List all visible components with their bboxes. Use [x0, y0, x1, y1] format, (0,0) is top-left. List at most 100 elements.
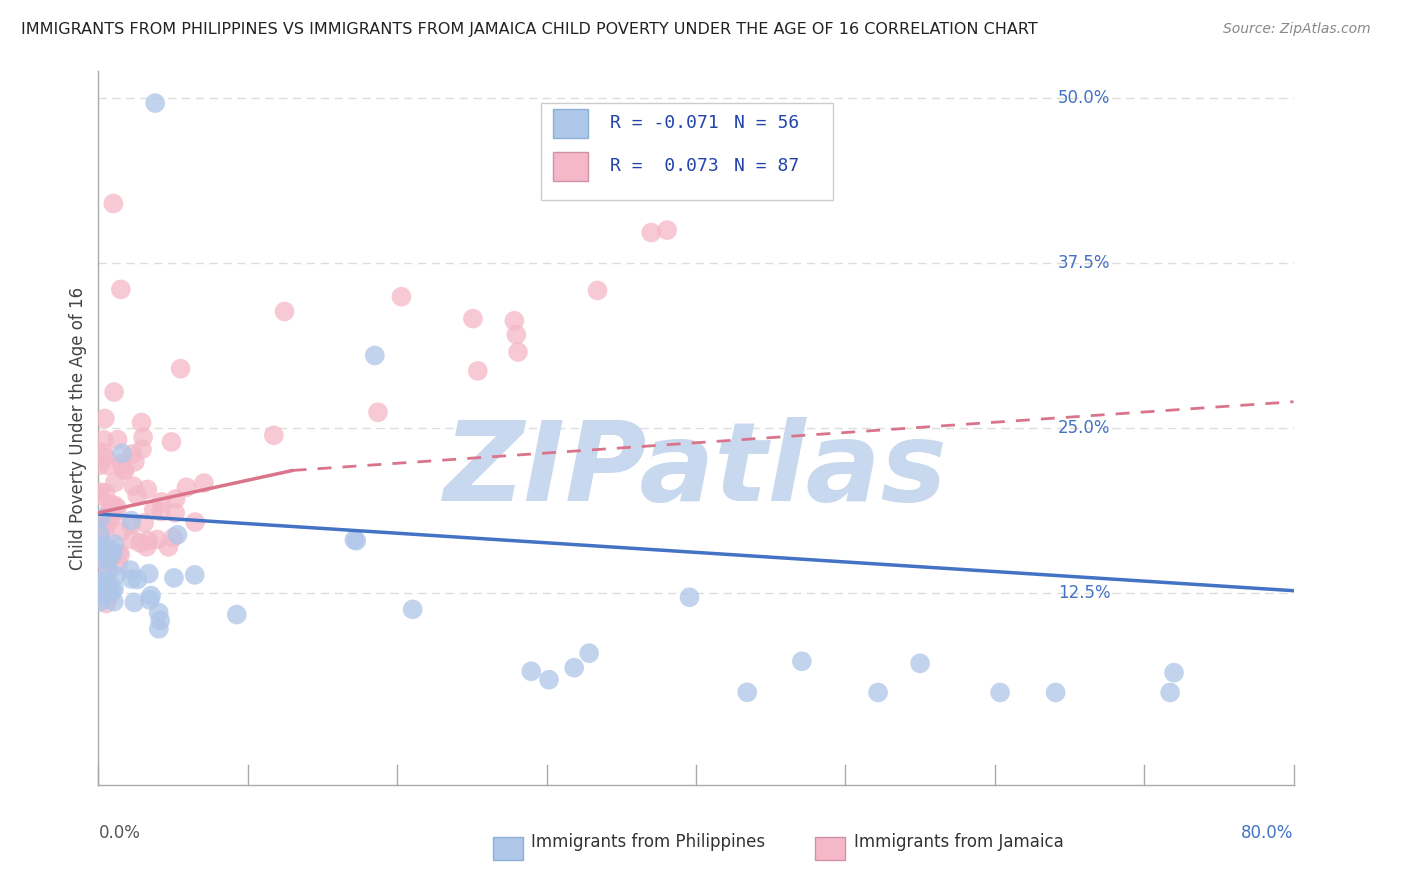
Point: [101, 508, 124, 523]
Point: [166, 528, 188, 542]
Point: [112, 462, 135, 476]
Point: [391, 290, 413, 304]
Text: Immigrants from Jamaica: Immigrants from Jamaica: [853, 833, 1063, 851]
Point: [139, 589, 162, 603]
Point: [89, 545, 111, 559]
Point: [96, 597, 118, 611]
Point: [467, 364, 489, 378]
Point: [94, 574, 117, 589]
Point: [110, 524, 132, 539]
Point: [562, 661, 585, 675]
Point: [225, 607, 247, 622]
Point: [124, 595, 146, 609]
Point: [120, 563, 142, 577]
Text: 0.0%: 0.0%: [98, 824, 141, 842]
Point: [101, 546, 124, 560]
Point: [908, 657, 931, 671]
Point: [146, 533, 169, 547]
Point: [94, 411, 117, 425]
Point: [586, 284, 609, 298]
Point: [537, 673, 560, 687]
Point: [162, 531, 184, 545]
Point: [97, 567, 120, 582]
FancyBboxPatch shape: [553, 152, 589, 180]
Point: [91, 551, 114, 566]
Point: [135, 540, 157, 554]
Point: [503, 314, 526, 328]
Point: [103, 498, 125, 512]
Text: R =  0.073: R = 0.073: [610, 157, 718, 175]
Text: 37.5%: 37.5%: [1059, 254, 1111, 272]
Point: [176, 480, 198, 494]
Point: [97, 543, 120, 558]
Point: [103, 537, 125, 551]
Point: [110, 282, 132, 296]
Point: [134, 516, 156, 530]
Point: [148, 622, 170, 636]
Point: [184, 515, 207, 529]
Text: Immigrants from Philippines: Immigrants from Philippines: [531, 833, 765, 851]
Point: [129, 536, 152, 550]
Point: [98, 564, 121, 578]
Point: [678, 591, 700, 605]
Point: [124, 455, 146, 469]
Point: [193, 476, 215, 491]
Point: [101, 584, 124, 599]
Text: 50.0%: 50.0%: [1059, 89, 1111, 107]
Point: [150, 495, 173, 509]
Point: [142, 503, 165, 517]
Point: [367, 405, 389, 419]
Point: [103, 196, 125, 211]
Point: [104, 475, 127, 490]
Point: [97, 540, 120, 554]
Point: [97, 458, 120, 473]
Text: 80.0%: 80.0%: [1241, 824, 1294, 842]
Point: [98, 543, 121, 558]
Point: [100, 498, 122, 512]
Point: [93, 553, 115, 567]
FancyBboxPatch shape: [815, 837, 845, 860]
Point: [120, 517, 142, 532]
Point: [89, 530, 111, 544]
Point: [89, 577, 111, 591]
Point: [100, 500, 122, 515]
Point: [89, 540, 111, 554]
Point: [1045, 685, 1067, 699]
Point: [93, 445, 115, 459]
Point: [89, 530, 111, 544]
Point: [89, 541, 111, 555]
Point: [94, 520, 117, 534]
Point: [735, 685, 758, 699]
Point: [93, 433, 115, 447]
Point: [97, 584, 120, 599]
Point: [150, 505, 173, 519]
Point: [91, 521, 114, 535]
Point: [122, 479, 145, 493]
Point: [136, 483, 159, 497]
Point: [132, 430, 155, 444]
Point: [94, 541, 117, 556]
Point: [100, 549, 122, 563]
Point: [139, 593, 162, 607]
Point: [364, 349, 387, 363]
Point: [111, 446, 134, 460]
Point: [94, 517, 117, 532]
Point: [461, 311, 484, 326]
Point: [163, 571, 186, 585]
Point: [120, 514, 142, 528]
Text: N = 56: N = 56: [734, 114, 800, 132]
Point: [520, 665, 543, 679]
Point: [165, 491, 187, 506]
Point: [506, 345, 529, 359]
Point: [169, 361, 191, 376]
Point: [110, 457, 132, 471]
Point: [127, 488, 149, 502]
Point: [90, 511, 112, 525]
Text: 25.0%: 25.0%: [1059, 419, 1111, 437]
Point: [110, 548, 132, 562]
Point: [149, 614, 172, 628]
Point: [1163, 665, 1185, 680]
Text: R = -0.071: R = -0.071: [610, 114, 718, 132]
Y-axis label: Child Poverty Under the Age of 16: Child Poverty Under the Age of 16: [69, 286, 87, 570]
Text: IMMIGRANTS FROM PHILIPPINES VS IMMIGRANTS FROM JAMAICA CHILD POVERTY UNDER THE A: IMMIGRANTS FROM PHILIPPINES VS IMMIGRANT…: [21, 22, 1038, 37]
